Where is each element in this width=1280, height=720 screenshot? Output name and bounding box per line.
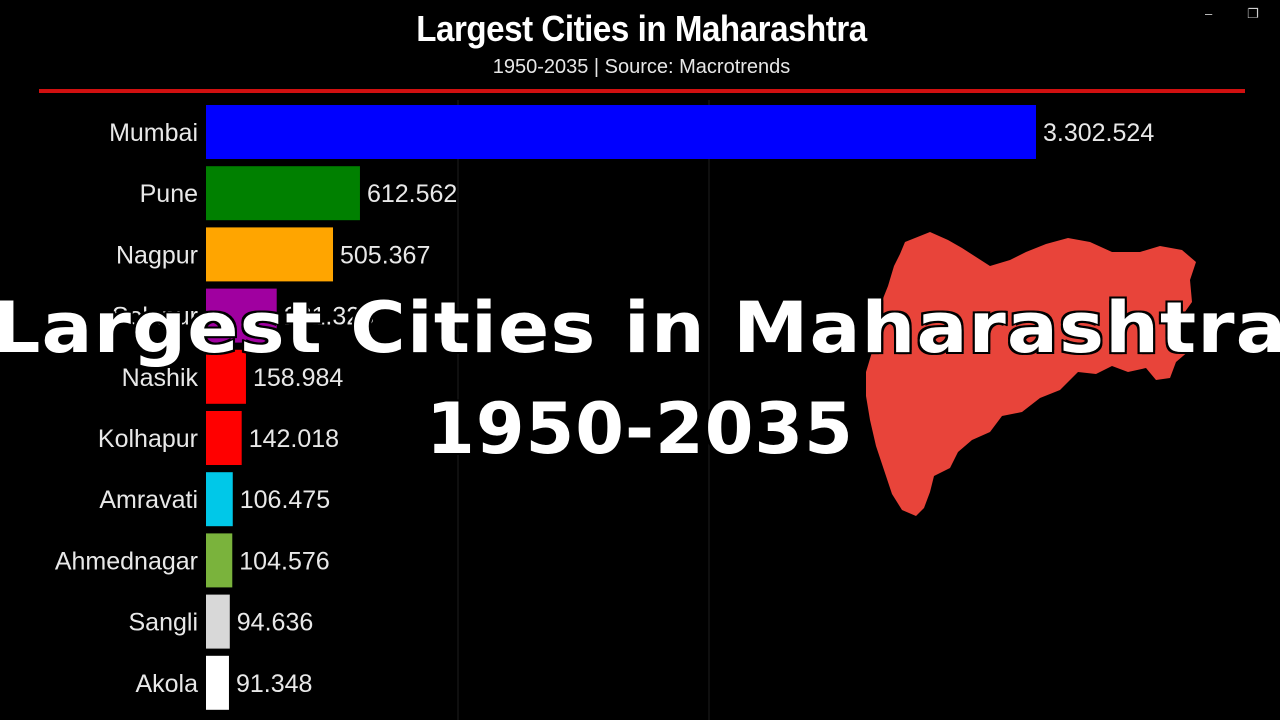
category-label-pune: Pune <box>140 180 198 208</box>
value-label-kolhapur: 142.018 <box>249 425 339 453</box>
grid-lines <box>457 100 710 720</box>
category-label-mumbai: Mumbai <box>109 119 198 147</box>
bar-nagpur <box>206 227 334 282</box>
category-label-kolhapur: Kolhapur <box>98 425 198 453</box>
value-label-sangli: 94.636 <box>237 609 313 637</box>
category-label-nashik: Nashik <box>122 364 199 392</box>
bar-amravati <box>206 472 233 527</box>
bar-kolhapur <box>206 411 242 465</box>
category-labels: Mumbai Pune Nagpur Solapur Nashik Kolhapur Amr… <box>55 119 199 698</box>
value-labels: 3.302.524 612.562 505.367 281.323 158.984 142… <box>236 119 1154 698</box>
value-label-solapur: 281.323 <box>284 303 374 331</box>
overlay-years: 1950-2035 <box>425 387 855 472</box>
category-label-akola: Akola <box>135 670 198 698</box>
category-label-nagpur: Nagpur <box>116 241 198 269</box>
overlay-title: Largest Cities in Maharashtra <box>0 286 1280 371</box>
value-label-akola: 91.348 <box>236 670 312 698</box>
chart-title: Largest Cities in Maharashtra <box>416 8 867 49</box>
title-divider <box>39 89 1245 93</box>
minimize-icon[interactable]: – <box>1205 6 1213 21</box>
maharashtra-map-shape <box>866 232 1196 516</box>
bar-nashik <box>206 349 246 404</box>
value-label-amravati: 106.475 <box>240 486 330 514</box>
bar-mumbai <box>206 105 1036 159</box>
chart-subtitle: 1950-2035 | Source: Macrotrends <box>492 56 791 78</box>
bar-ahmednagar <box>206 533 233 588</box>
value-label-mumbai: 3.302.524 <box>1043 119 1154 147</box>
value-label-pune: 612.562 <box>367 180 457 208</box>
bar-solapur <box>206 288 277 343</box>
bars <box>206 105 1036 710</box>
category-label-solapur: Solapur <box>112 303 198 331</box>
category-label-ahmednagar: Ahmednagar <box>55 547 198 575</box>
value-label-ahmednagar: 104.576 <box>239 547 329 575</box>
bar-sangli <box>206 594 230 649</box>
bar-pune <box>206 166 360 221</box>
restore-icon[interactable]: ❐ <box>1247 6 1259 21</box>
category-label-sangli: Sangli <box>129 609 199 637</box>
value-label-nagpur: 505.367 <box>340 241 430 269</box>
bar-akola <box>206 655 229 710</box>
category-label-amravati: Amravati <box>99 486 198 514</box>
maharashtra-map <box>866 232 1196 516</box>
value-label-nashik: 158.984 <box>253 364 343 392</box>
